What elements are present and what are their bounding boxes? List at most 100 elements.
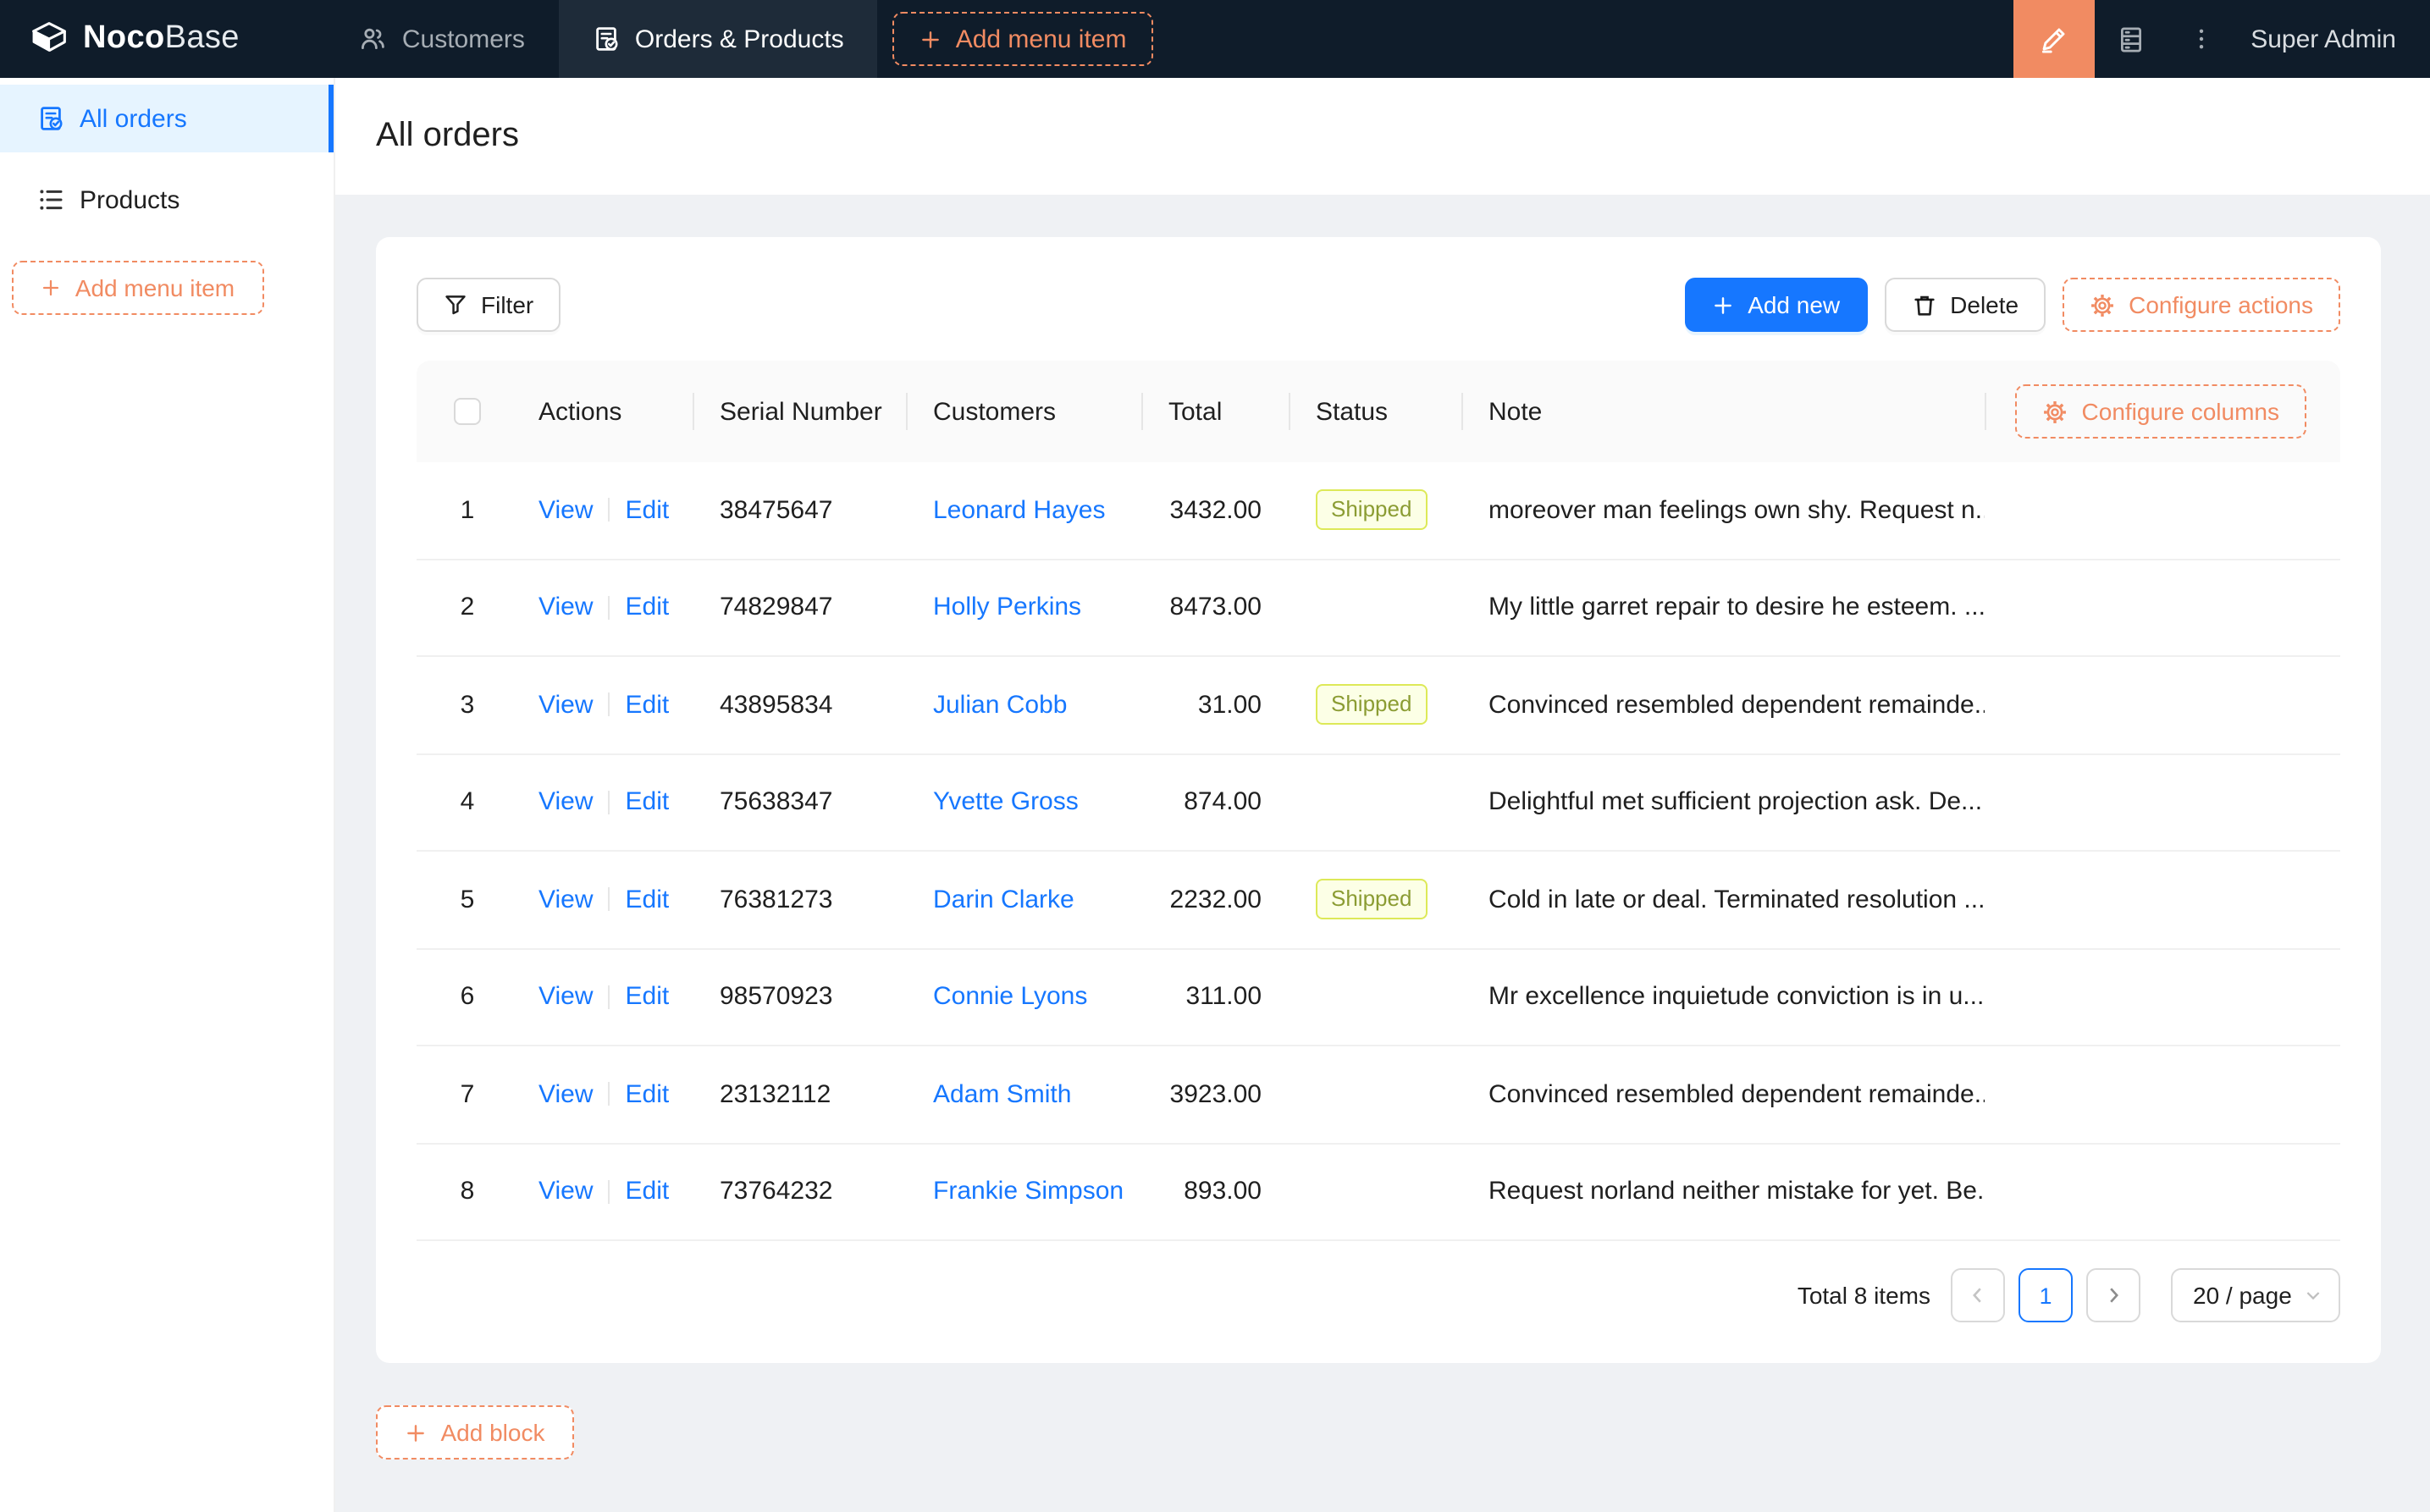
status-badge: Shipped	[1316, 684, 1428, 726]
row-actions: View Edit	[518, 788, 693, 817]
topnav-item-customers[interactable]: Customers	[326, 0, 559, 78]
row-index: 4	[460, 787, 475, 817]
customer-link[interactable]: Julian Cobb	[933, 690, 1068, 720]
page-header: All orders	[335, 78, 2430, 195]
customer-link[interactable]: Darin Clarke	[933, 885, 1074, 914]
pagination-prev-button[interactable]	[1951, 1268, 2005, 1322]
page-size-select[interactable]: 20 / page	[2171, 1268, 2340, 1322]
status-badge: Shipped	[1316, 489, 1428, 531]
actions-divider	[608, 887, 610, 912]
orders-table-block: Filter Add new Delete Configure actions	[376, 237, 2381, 1363]
edit-link[interactable]: Edit	[625, 982, 670, 1012]
actions-divider	[608, 1082, 610, 1106]
customer-link[interactable]: Connie Lyons	[933, 982, 1088, 1012]
table-header: Actions Serial Number Customers Total St…	[417, 361, 2340, 462]
pagination-next-button[interactable]	[2086, 1268, 2140, 1322]
view-link[interactable]: View	[538, 690, 594, 720]
row-total: 2232.00	[1169, 885, 1262, 914]
row-index: 6	[460, 982, 475, 1012]
row-total: 3923.00	[1169, 1079, 1262, 1109]
toolbar-actions: Add new Delete Configure actions	[1685, 278, 2340, 332]
sidebar-item-products[interactable]: Products	[0, 166, 334, 234]
actions-divider	[608, 693, 610, 717]
row-actions: View Edit	[518, 983, 693, 1012]
row-note: My little garret repair to desire he est…	[1488, 593, 1985, 622]
row-index: 2	[460, 593, 475, 622]
table-row: 8 View Edit 73764232 Frankie Simpson 893…	[417, 1144, 2340, 1241]
sidebar-add-menu-item-button[interactable]: Add menu item	[12, 261, 264, 315]
sidebar-item-all-orders[interactable]: All orders	[0, 85, 334, 152]
plus-icon	[1712, 294, 1734, 316]
row-note: Convinced resembled dependent remainde..…	[1488, 690, 1985, 720]
filter-button[interactable]: Filter	[417, 278, 561, 332]
table-row: 6 View Edit 98570923 Connie Lyons 311.00…	[417, 949, 2340, 1046]
row-serial: 76381273	[720, 885, 833, 914]
more-menu-button[interactable]	[2166, 0, 2237, 78]
select-all-checkbox[interactable]	[454, 398, 481, 425]
view-link[interactable]: View	[538, 787, 594, 817]
view-link[interactable]: View	[538, 495, 594, 525]
row-serial: 38475647	[720, 495, 833, 525]
row-index: 1	[460, 495, 475, 525]
view-link[interactable]: View	[538, 982, 594, 1012]
pagination-page-1[interactable]: 1	[2019, 1268, 2073, 1322]
user-menu[interactable]: Super Admin	[2251, 25, 2396, 53]
nocobase-logo-icon	[32, 22, 66, 52]
header-cell-actions: Actions	[538, 397, 622, 426]
table-row: 5 View Edit 76381273 Darin Clarke 2232.0…	[417, 852, 2340, 949]
view-link[interactable]: View	[538, 1079, 594, 1109]
gear-icon	[2043, 399, 2068, 424]
edit-link[interactable]: Edit	[625, 690, 670, 720]
topbar-add-menu-item-button[interactable]: Add menu item	[892, 12, 1154, 66]
row-actions: View Edit	[518, 886, 693, 914]
edit-link[interactable]: Edit	[625, 495, 670, 525]
plugin-manager-button[interactable]	[2095, 0, 2166, 78]
edit-link[interactable]: Edit	[625, 1177, 670, 1206]
topnav-item-label: Customers	[401, 25, 525, 53]
row-actions: View Edit	[518, 1080, 693, 1109]
chevron-left-icon	[1966, 1283, 1990, 1307]
ui-editor-button[interactable]	[2013, 0, 2096, 78]
topnav-item-orders-products[interactable]: Orders & Products	[558, 0, 878, 78]
configure-actions-button[interactable]: Configure actions	[2063, 278, 2340, 332]
row-total: 8473.00	[1169, 593, 1262, 622]
edit-link[interactable]: Edit	[625, 885, 670, 914]
edit-link[interactable]: Edit	[625, 593, 670, 622]
delete-button[interactable]: Delete	[1884, 278, 2046, 332]
add-new-button[interactable]: Add new	[1685, 278, 1868, 332]
team-icon	[360, 25, 387, 52]
actions-divider	[608, 1179, 610, 1204]
row-note: moreover man feelings own shy. Request n…	[1488, 495, 1985, 525]
row-index: 8	[460, 1177, 475, 1206]
row-note: Request norland neither mistake for yet.…	[1488, 1177, 1985, 1206]
customer-link[interactable]: Leonard Hayes	[933, 495, 1106, 525]
actions-divider	[608, 790, 610, 814]
header-cell-customers: Customers	[906, 361, 1141, 462]
table-row: 3 View Edit 43895834 Julian Cobb 31.00 S…	[417, 657, 2340, 754]
header-cell-configure: Configure columns	[1985, 361, 2340, 462]
sidebar: All orders Products Add menu item	[0, 78, 335, 1512]
plus-icon	[41, 278, 62, 298]
content: Filter Add new Delete Configure actions	[335, 195, 2430, 1512]
edit-link[interactable]: Edit	[625, 1079, 670, 1109]
topbar-right: Super Admin	[2013, 0, 2430, 78]
nocobase-logo[interactable]: NocoBase	[27, 0, 240, 78]
row-actions: View Edit	[518, 496, 693, 525]
customer-link[interactable]: Yvette Gross	[933, 787, 1079, 817]
row-total: 311.00	[1185, 982, 1262, 1012]
add-block-button[interactable]: Add block	[376, 1405, 574, 1460]
page-title: All orders	[376, 117, 519, 154]
view-link[interactable]: View	[538, 885, 594, 914]
row-note: Convinced resembled dependent remainde..…	[1488, 1079, 1985, 1109]
customer-link[interactable]: Frankie Simpson	[933, 1177, 1124, 1206]
customer-link[interactable]: Holly Perkins	[933, 593, 1082, 622]
view-link[interactable]: View	[538, 1177, 594, 1206]
topnav: Customers Orders & Products Add menu ite…	[326, 0, 1154, 78]
sidebar-item-label: Products	[80, 185, 180, 214]
edit-link[interactable]: Edit	[625, 787, 670, 817]
row-serial: 43895834	[720, 690, 833, 720]
view-link[interactable]: View	[538, 593, 594, 622]
actions-divider	[608, 595, 610, 620]
configure-columns-button[interactable]: Configure columns	[2015, 384, 2306, 439]
customer-link[interactable]: Adam Smith	[933, 1079, 1072, 1109]
